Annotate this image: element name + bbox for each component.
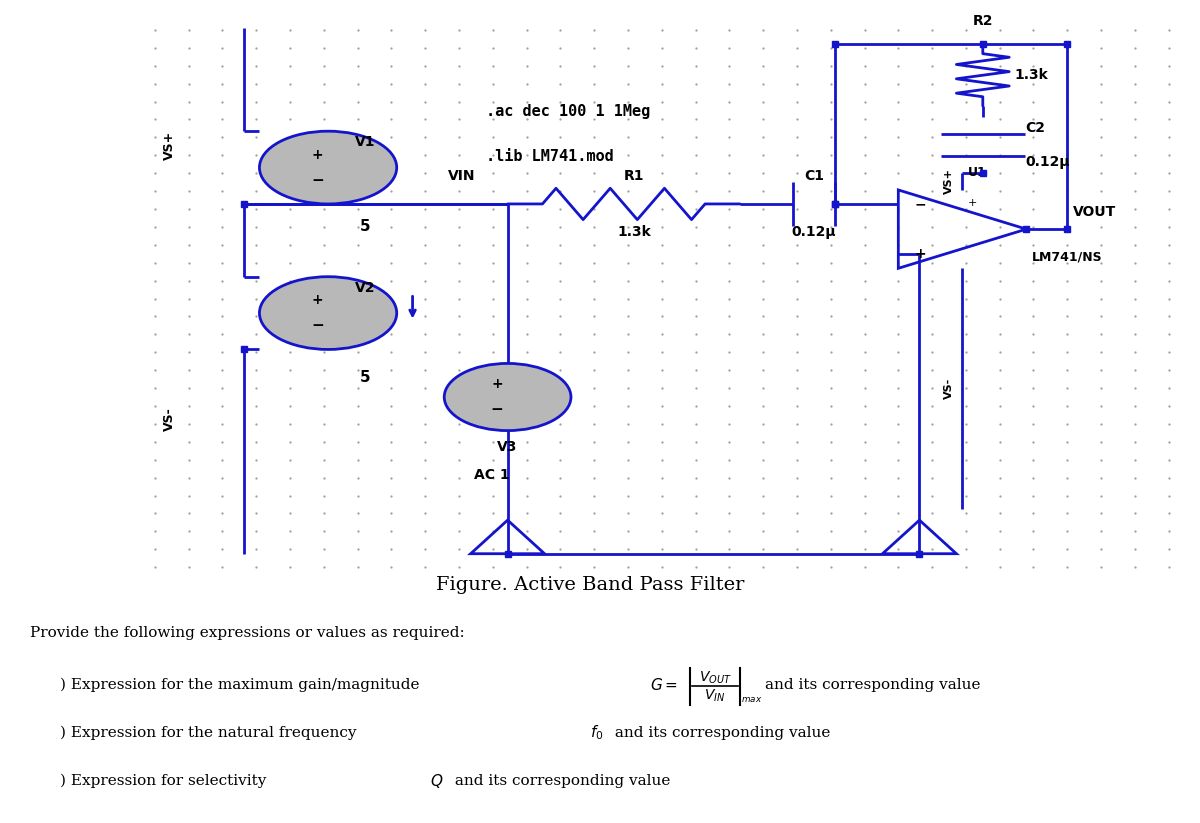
Text: V1: V1 bbox=[354, 135, 374, 150]
Text: $V_{IN}$: $V_{IN}$ bbox=[704, 687, 726, 704]
Text: Provide the following expressions or values as required:: Provide the following expressions or val… bbox=[30, 625, 464, 639]
Text: 1.3k: 1.3k bbox=[618, 225, 652, 239]
Text: VS+: VS+ bbox=[944, 169, 954, 194]
Text: and its corresponding value: and its corresponding value bbox=[450, 774, 671, 788]
Text: VS+: VS+ bbox=[163, 131, 176, 160]
Text: $G =$: $G =$ bbox=[650, 677, 678, 693]
Text: 0.12μ: 0.12μ bbox=[792, 225, 836, 239]
Text: +: + bbox=[914, 247, 925, 262]
Text: Figure. Active Band Pass Filter: Figure. Active Band Pass Filter bbox=[436, 575, 744, 593]
Text: +: + bbox=[312, 147, 323, 161]
Text: +: + bbox=[312, 293, 323, 307]
Text: ) Expression for the natural frequency: ) Expression for the natural frequency bbox=[60, 726, 361, 740]
Text: VOUT: VOUT bbox=[1073, 205, 1116, 220]
Text: .lib LM741.mod: .lib LM741.mod bbox=[486, 149, 614, 164]
Text: U1: U1 bbox=[967, 165, 986, 179]
Text: ) Expression for selectivity: ) Expression for selectivity bbox=[60, 774, 271, 788]
Text: R1: R1 bbox=[624, 169, 644, 183]
Circle shape bbox=[259, 277, 397, 350]
Text: $Q$: $Q$ bbox=[430, 772, 443, 790]
Text: and its corresponding value: and its corresponding value bbox=[766, 678, 980, 692]
Text: $_{max}$: $_{max}$ bbox=[742, 692, 762, 704]
Text: .ac dec 100 1 1Meg: .ac dec 100 1 1Meg bbox=[486, 104, 650, 119]
Text: R2: R2 bbox=[972, 14, 994, 28]
Text: 1.3k: 1.3k bbox=[1014, 68, 1049, 82]
Text: C1: C1 bbox=[804, 169, 824, 183]
Text: $V_{OUT}$: $V_{OUT}$ bbox=[698, 669, 732, 686]
Text: 5: 5 bbox=[360, 370, 371, 385]
Text: C2: C2 bbox=[1025, 121, 1045, 136]
Text: −: − bbox=[914, 197, 925, 211]
Text: 5: 5 bbox=[360, 219, 371, 234]
Text: VS-: VS- bbox=[163, 407, 176, 431]
Text: V3: V3 bbox=[498, 440, 517, 454]
Text: LM741/NS: LM741/NS bbox=[1032, 251, 1103, 263]
Text: and its corresponding value: and its corresponding value bbox=[610, 726, 830, 740]
Text: −: − bbox=[311, 173, 324, 188]
Text: −: − bbox=[491, 402, 504, 417]
Text: V2: V2 bbox=[354, 281, 374, 295]
Text: $f_0$: $f_0$ bbox=[590, 723, 604, 742]
Circle shape bbox=[259, 131, 397, 204]
Text: VIN: VIN bbox=[449, 169, 476, 183]
Text: +: + bbox=[967, 198, 977, 208]
Text: −: − bbox=[311, 319, 324, 333]
Text: AC 1: AC 1 bbox=[474, 468, 510, 482]
Text: ) Expression for the maximum gain/magnitude: ) Expression for the maximum gain/magnit… bbox=[60, 677, 425, 692]
Circle shape bbox=[444, 364, 571, 430]
Text: 0.12μ: 0.12μ bbox=[1025, 155, 1069, 169]
Text: +: + bbox=[491, 377, 503, 391]
Text: VS-: VS- bbox=[944, 378, 954, 399]
